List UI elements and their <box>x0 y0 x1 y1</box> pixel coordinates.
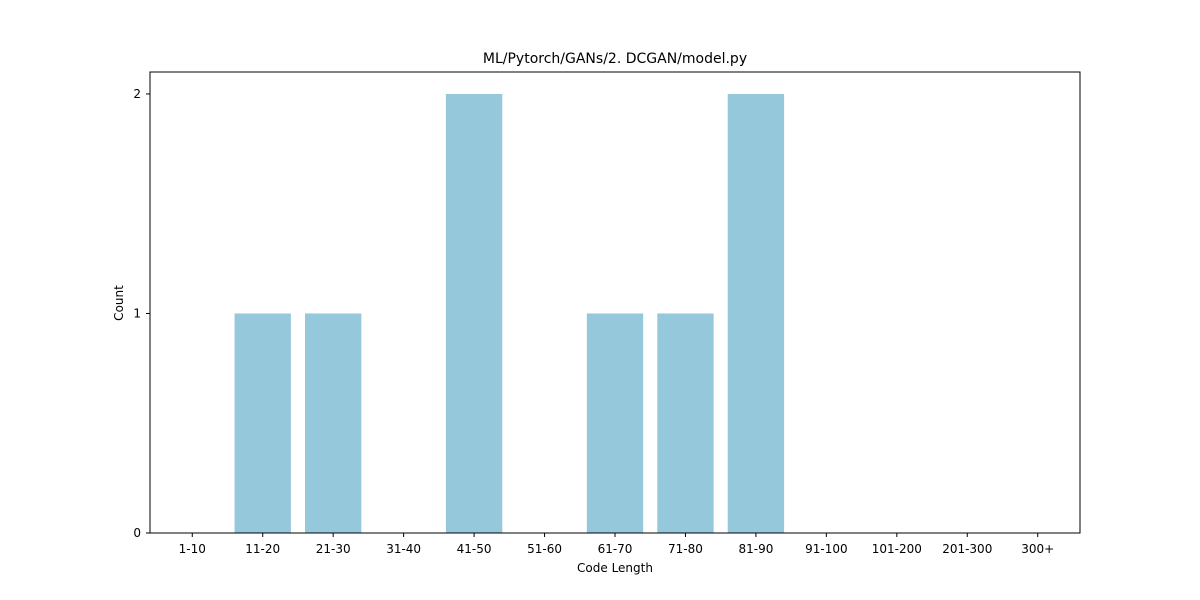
bar-41-50 <box>445 93 503 533</box>
y-tick-label: 1 <box>133 306 141 320</box>
x-tick-label: 201-300 <box>942 542 992 556</box>
bar-61-70 <box>586 313 644 533</box>
y-axis: 0 1 2 <box>133 87 150 540</box>
x-tick-label: 11-20 <box>245 542 280 556</box>
x-tick-label: 31-40 <box>386 542 421 556</box>
bar-81-90 <box>727 93 785 533</box>
y-axis-label: Count <box>112 285 126 321</box>
x-tick-label: 91-100 <box>805 542 848 556</box>
x-tick-label: 101-200 <box>872 542 922 556</box>
x-tick-label: 61-70 <box>598 542 633 556</box>
x-tick-label: 71-80 <box>668 542 703 556</box>
plot-frame <box>149 71 1081 534</box>
x-tick-label: 300+ <box>1021 542 1054 556</box>
x-tick-label: 81-90 <box>738 542 773 556</box>
chart-title: ML/Pytorch/GANs/2. DCGAN/model.py <box>483 51 747 67</box>
x-axis: 1-10 11-20 21-30 31-40 41-50 51-60 61-70 71-80 8… <box>179 533 1054 556</box>
x-tick-label: 21-30 <box>316 542 351 556</box>
x-axis-label: Code Length <box>577 561 653 575</box>
x-tick-label: 41-50 <box>457 542 492 556</box>
bar-71-80 <box>657 313 714 533</box>
y-tick-label: 0 <box>133 526 141 540</box>
y-tick-label: 2 <box>133 87 141 101</box>
x-tick-label: 1-10 <box>179 542 206 556</box>
bar-11-20 <box>234 313 291 533</box>
bar-21-30 <box>305 313 362 533</box>
bars-group <box>234 93 785 533</box>
x-tick-label: 51-60 <box>527 542 562 556</box>
